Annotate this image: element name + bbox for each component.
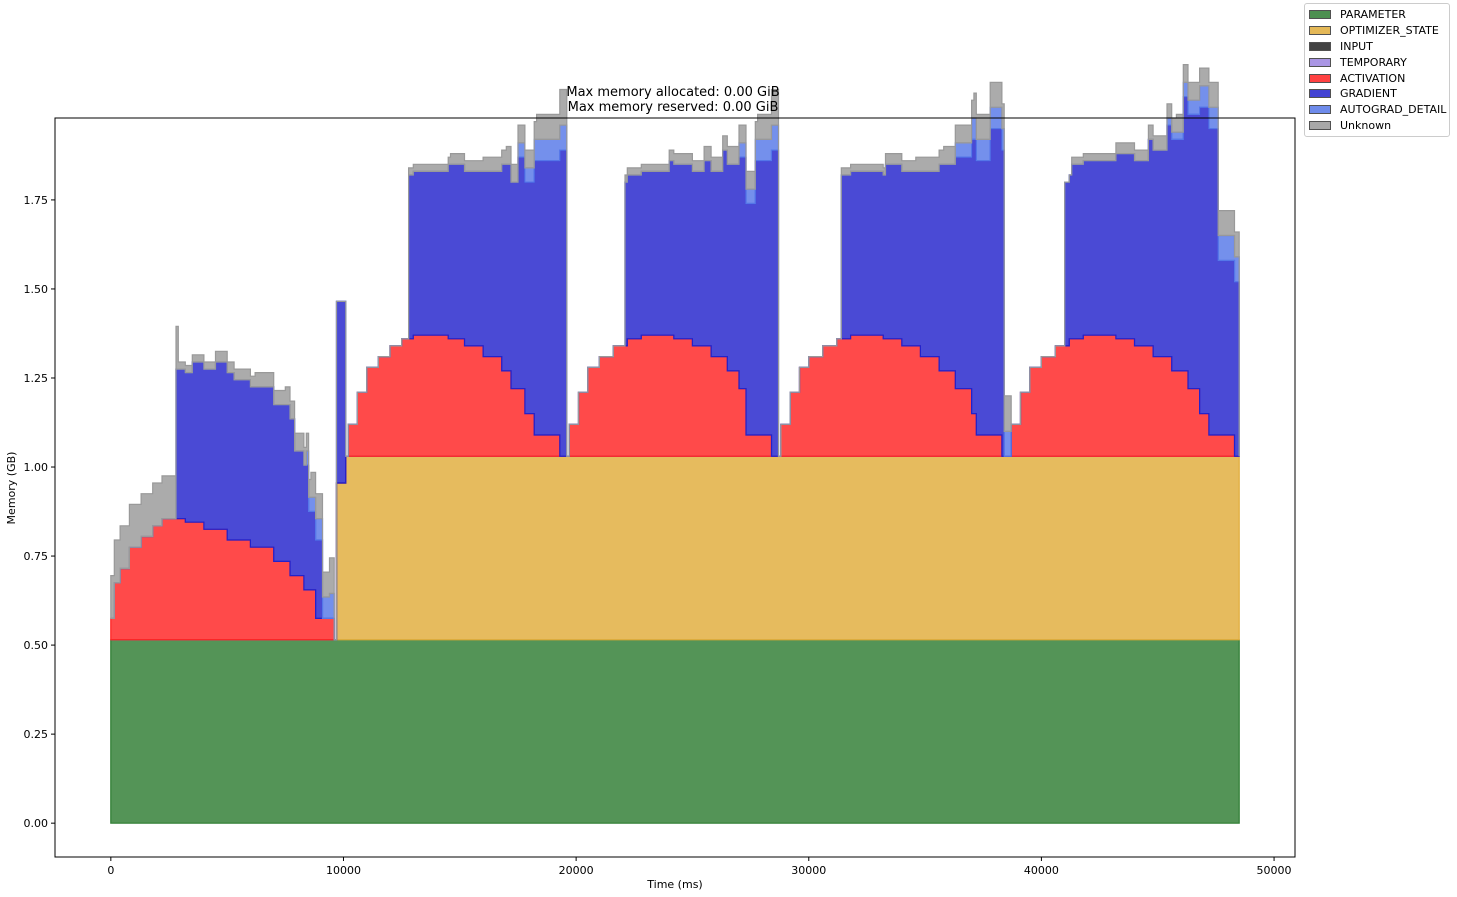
legend-item: Unknown (1309, 118, 1449, 134)
legend-swatch (1309, 26, 1331, 36)
x-axis: 0 10000 20000 30000 40000 50000 (107, 857, 1292, 877)
legend-item: ACTIVATION (1309, 70, 1449, 86)
legend-item: PARAMETER (1309, 7, 1449, 23)
legend-label: PARAMETER (1340, 8, 1406, 22)
x-tick-label: 30000 (791, 864, 826, 877)
x-axis-label: Time (ms) (646, 878, 702, 891)
area-parameter (110, 639, 1240, 824)
plot-frame (54, 117, 1296, 858)
legend-item: INPUT (1309, 39, 1449, 55)
y-tick-label: 0.75 (24, 550, 49, 563)
legend-item: AUTOGRAD_DETAIL (1309, 102, 1449, 118)
chart-title-line-1: Max memory allocated: 0.00 GiB (566, 85, 779, 100)
stacked-areas (110, 63, 1240, 824)
y-tick-label: 1.75 (24, 194, 49, 207)
x-tick-label: 40000 (1024, 864, 1059, 877)
chart-title-line-2: Max memory reserved: 0.00 GiB (568, 100, 779, 115)
x-tick-label: 10000 (326, 864, 361, 877)
legend-label: GRADIENT (1340, 87, 1397, 101)
legend-swatch (1309, 41, 1331, 51)
legend-swatch (1309, 89, 1331, 99)
legend-label: AUTOGRAD_DETAIL (1340, 103, 1447, 117)
y-tick-label: 1.00 (24, 461, 49, 474)
legend-swatch (1309, 57, 1331, 67)
legend-swatch (1309, 10, 1331, 20)
legend-swatch (1309, 120, 1331, 130)
legend-swatch (1309, 105, 1331, 115)
legend-label: ACTIVATION (1340, 71, 1406, 85)
legend: PARAMETER OPTIMIZER_STATE INPUT TEMPORARY AC… (1304, 3, 1450, 138)
area-unknown (110, 63, 1240, 641)
y-axis: 0.00 0.25 0.50 0.75 1.00 1.25 1.50 1.75 (24, 194, 55, 830)
x-tick-label: 20000 (559, 864, 594, 877)
legend-item: TEMPORARY (1309, 54, 1449, 70)
legend-label: TEMPORARY (1340, 55, 1407, 69)
x-tick-label: 0 (107, 864, 114, 877)
legend-label: OPTIMIZER_STATE (1340, 24, 1439, 38)
legend-swatch (1309, 73, 1331, 83)
y-tick-label: 0.00 (24, 817, 49, 830)
legend-item: OPTIMIZER_STATE (1309, 23, 1449, 39)
legend-label: INPUT (1340, 39, 1373, 53)
y-tick-label: 1.50 (24, 283, 49, 296)
y-tick-label: 1.25 (24, 372, 49, 385)
y-tick-label: 0.25 (24, 728, 49, 741)
y-axis-label: Memory (GB) (5, 452, 18, 525)
y-tick-label: 0.50 (24, 639, 49, 652)
legend-label: Unknown (1340, 118, 1392, 132)
x-tick-label: 50000 (1257, 864, 1292, 877)
legend-item: GRADIENT (1309, 86, 1449, 102)
